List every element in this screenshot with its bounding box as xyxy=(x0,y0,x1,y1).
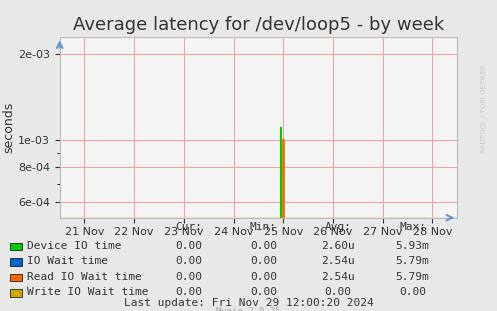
Title: Average latency for /dev/loop5 - by week: Average latency for /dev/loop5 - by week xyxy=(73,16,444,35)
Text: 0.00: 0.00 xyxy=(175,272,202,282)
Text: 0.00: 0.00 xyxy=(175,256,202,266)
Text: 0.00: 0.00 xyxy=(250,272,277,282)
Text: 5.93m: 5.93m xyxy=(396,241,429,251)
Text: Max:: Max: xyxy=(399,222,426,232)
Text: 0.00: 0.00 xyxy=(175,241,202,251)
Text: Cur:: Cur: xyxy=(175,222,202,232)
Text: 5.79m: 5.79m xyxy=(396,256,429,266)
Text: RRDTOOL / TOBI OETIKER: RRDTOOL / TOBI OETIKER xyxy=(481,64,487,153)
Text: Munin 2.0.75: Munin 2.0.75 xyxy=(216,307,281,311)
Y-axis label: seconds: seconds xyxy=(2,102,15,153)
Text: 5.79m: 5.79m xyxy=(396,272,429,282)
Text: 0.00: 0.00 xyxy=(250,241,277,251)
Text: Last update: Fri Nov 29 12:00:20 2024: Last update: Fri Nov 29 12:00:20 2024 xyxy=(124,298,373,308)
Text: Write IO Wait time: Write IO Wait time xyxy=(27,287,149,297)
Text: Min:: Min: xyxy=(250,222,277,232)
Text: 2.54u: 2.54u xyxy=(321,256,355,266)
Text: Avg:: Avg: xyxy=(325,222,351,232)
Text: 2.60u: 2.60u xyxy=(321,241,355,251)
Text: Read IO Wait time: Read IO Wait time xyxy=(27,272,142,282)
Text: 2.54u: 2.54u xyxy=(321,272,355,282)
Text: 0.00: 0.00 xyxy=(175,287,202,297)
Text: 0.00: 0.00 xyxy=(325,287,351,297)
Text: 0.00: 0.00 xyxy=(250,287,277,297)
Text: Device IO time: Device IO time xyxy=(27,241,122,251)
Text: 0.00: 0.00 xyxy=(250,256,277,266)
Text: 0.00: 0.00 xyxy=(399,287,426,297)
Text: IO Wait time: IO Wait time xyxy=(27,256,108,266)
